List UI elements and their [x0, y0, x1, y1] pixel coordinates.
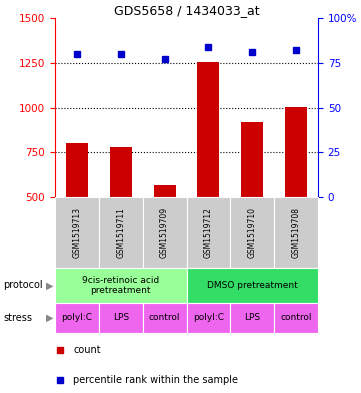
Bar: [187, 268, 318, 303]
Text: percentile rank within the sample: percentile rank within the sample: [73, 375, 238, 385]
Text: LPS: LPS: [244, 314, 260, 323]
Text: stress: stress: [4, 313, 32, 323]
Text: LPS: LPS: [113, 314, 129, 323]
Bar: [55, 303, 99, 333]
Bar: [99, 303, 143, 333]
Bar: [187, 303, 230, 333]
Text: DMSO pretreatment: DMSO pretreatment: [207, 281, 297, 290]
Bar: [274, 303, 318, 333]
Text: protocol: protocol: [4, 281, 43, 290]
Bar: [230, 303, 274, 333]
Text: polyI:C: polyI:C: [193, 314, 224, 323]
Text: GSM1519708: GSM1519708: [292, 207, 301, 258]
Bar: [241, 122, 263, 197]
Bar: [274, 197, 318, 268]
Text: ▶: ▶: [46, 281, 53, 290]
Bar: [187, 197, 230, 268]
Bar: [55, 268, 187, 303]
Text: GSM1519709: GSM1519709: [160, 207, 169, 258]
Bar: [55, 197, 99, 268]
Text: control: control: [149, 314, 180, 323]
Text: GSM1519712: GSM1519712: [204, 207, 213, 258]
Bar: [285, 107, 307, 197]
Text: 9cis-retinoic acid
pretreatment: 9cis-retinoic acid pretreatment: [82, 276, 159, 295]
Bar: [197, 62, 219, 197]
Bar: [66, 143, 88, 197]
Text: GSM1519713: GSM1519713: [73, 207, 82, 258]
Text: control: control: [280, 314, 312, 323]
Bar: [143, 197, 187, 268]
Bar: [154, 185, 175, 197]
Text: GSM1519710: GSM1519710: [248, 207, 257, 258]
Title: GDS5658 / 1434033_at: GDS5658 / 1434033_at: [114, 4, 259, 17]
Text: GSM1519711: GSM1519711: [116, 207, 125, 258]
Bar: [230, 197, 274, 268]
Text: ▶: ▶: [46, 313, 53, 323]
Bar: [143, 303, 187, 333]
Text: count: count: [73, 345, 101, 355]
Bar: [99, 197, 143, 268]
Bar: [110, 147, 132, 197]
Text: polyI:C: polyI:C: [61, 314, 92, 323]
